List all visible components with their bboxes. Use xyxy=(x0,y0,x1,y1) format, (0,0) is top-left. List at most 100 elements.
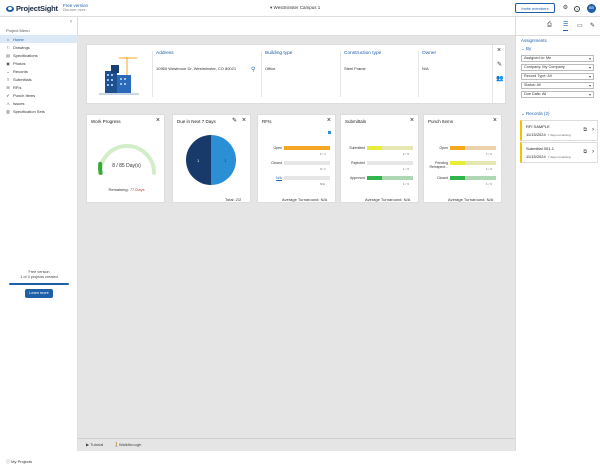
sidebar-item-punch-items[interactable]: ✔ Punch Items xyxy=(0,92,78,100)
external-link-icon[interactable]: ⧉ xyxy=(583,149,587,155)
chevron-down-icon: ⌄ xyxy=(521,46,525,51)
sidebar-item-rfis[interactable]: ✉ RFIs xyxy=(0,84,78,92)
record-note: 7 days remaining xyxy=(547,155,571,159)
print-icon[interactable]: ⎙ xyxy=(547,22,552,28)
status-bar-remainder xyxy=(382,146,413,150)
record-date: 11/15/2024 xyxy=(526,132,546,137)
status-bar-track xyxy=(367,176,413,180)
pie-slice-left[interactable] xyxy=(186,135,211,185)
filter-company[interactable]: Company: My Company xyxy=(521,64,594,71)
status-label: Open xyxy=(439,146,448,150)
sidebar-item-label: Photos xyxy=(13,60,26,66)
remaining-value: 77 Days xyxy=(129,187,145,192)
sidebar-item-drawings[interactable]: ⚐ Drawings xyxy=(0,43,78,51)
close-icon[interactable]: × xyxy=(326,117,331,124)
status-bar-track xyxy=(284,161,330,165)
record-name: RFI SAMPLE xyxy=(526,124,550,129)
filter-assigned-to[interactable]: Assigned to: Me xyxy=(521,55,594,62)
walkthrough-link[interactable]: 🚶Walkthrough xyxy=(114,442,141,447)
pie-slice-right[interactable] xyxy=(211,135,236,185)
collapse-sidebar-icon[interactable]: ‹ xyxy=(70,19,72,25)
status-bar-fill[interactable] xyxy=(450,146,466,150)
status-bar-fill[interactable] xyxy=(450,176,466,180)
upgrade-title: Free version xyxy=(28,270,50,274)
team-icon[interactable]: 👥 xyxy=(496,76,504,82)
status-bar-track xyxy=(284,176,330,180)
tutorial-link[interactable]: ▶ Tutorial xyxy=(86,442,103,447)
average-turnaround: Average Turnaround: N/A xyxy=(448,197,494,202)
sidebar-item-specifications[interactable]: ▤ Specifications xyxy=(0,51,78,59)
projects-usage-bar xyxy=(9,283,69,285)
close-icon[interactable]: × xyxy=(409,117,414,124)
external-link-icon[interactable]: ⧉ xyxy=(583,127,587,133)
by-label: By xyxy=(526,46,532,51)
widget-title: Work Progress xyxy=(91,119,121,124)
edit-pencil-icon[interactable]: ✎ xyxy=(497,62,503,68)
dashboard-icon[interactable]: ▭ xyxy=(577,23,583,29)
by-toggle[interactable]: ⌄ By xyxy=(521,46,531,52)
avatar[interactable]: BB xyxy=(587,4,596,13)
sidebar-item-label: Specifications xyxy=(13,52,38,58)
edit-pencil-icon[interactable]: ✎ xyxy=(231,118,237,124)
records-toggle[interactable]: ⌄ Records (2) xyxy=(521,111,550,117)
close-icon[interactable]: × xyxy=(155,117,160,124)
filter-record-type[interactable]: Record Type: All xyxy=(521,73,594,80)
help-icon[interactable]: ? xyxy=(574,5,580,12)
video-icon: ▶ xyxy=(86,442,90,447)
status-bar-fill[interactable] xyxy=(367,146,383,150)
assignments-title: Assignments xyxy=(521,38,547,43)
edit-layout-icon[interactable]: ✎ xyxy=(590,23,596,29)
drawings-icon: ⚐ xyxy=(6,44,10,50)
tutorial-label: Tutorial xyxy=(90,442,104,447)
status-label[interactable]: N/A xyxy=(276,176,282,180)
list-icon[interactable]: ☰ xyxy=(563,21,569,31)
status-bar-fill[interactable] xyxy=(284,146,330,150)
filter-status[interactable]: Status: All xyxy=(521,82,594,89)
chevron-right-icon[interactable]: › xyxy=(592,149,594,155)
status-bar-fill[interactable] xyxy=(367,176,383,180)
status-bar-fill[interactable] xyxy=(450,161,466,165)
logo[interactable]: ProjectSight xyxy=(6,4,58,13)
close-icon[interactable]: × xyxy=(497,47,502,54)
sidebar-item-issues[interactable]: ⚠ Issues xyxy=(0,100,78,108)
main-area: Address 10960 Westmoor Dr, Westminster, … xyxy=(78,17,515,451)
free-version[interactable]: Free version Discover more xyxy=(63,3,88,13)
project-info-card: Address 10960 Westmoor Dr, Westminster, … xyxy=(86,44,506,104)
invite-members-button[interactable]: Invite members xyxy=(515,3,555,13)
due-total: Total: 2/2 xyxy=(225,197,242,202)
address-label: Address xyxy=(156,51,174,56)
sidebar-item-records[interactable]: ⌄ Records xyxy=(0,67,78,75)
record-name: Submittal 001-1 xyxy=(526,146,555,151)
project-selector[interactable]: ▾ Westminster Campus 1 xyxy=(270,5,320,11)
record-date: 11/15/2024 xyxy=(526,154,546,159)
status-bar-remainder xyxy=(382,176,413,180)
status-label: Closed xyxy=(437,176,448,180)
sidebar-item-submittals[interactable]: ⇪ Submittals xyxy=(0,75,78,83)
building-type-field: Building type Office xyxy=(265,51,292,71)
sidebar-item-home[interactable]: ⌂ Home xyxy=(0,35,78,44)
learn-more-button[interactable]: Learn more xyxy=(25,289,53,298)
free-version-label: Free version xyxy=(63,3,89,8)
home-icon: ⌂ xyxy=(6,36,10,42)
filter-due-date[interactable]: Due Date: All xyxy=(521,91,594,98)
close-icon[interactable]: × xyxy=(241,117,246,124)
close-icon[interactable]: × xyxy=(492,117,497,124)
status-bar-track xyxy=(367,161,413,165)
rfis-widget: RFIs × Average Turnaround: N/A Open 1 / 1… xyxy=(257,114,336,203)
remaining-label: Remaining: xyxy=(108,187,129,192)
map-pin-icon[interactable]: ⚲ xyxy=(251,67,256,73)
submittals-icon: ⇪ xyxy=(6,77,10,83)
record-item[interactable]: Submittal 001-1 11/15/2024 7 days remaini… xyxy=(520,142,598,163)
sidebar-item-specification-sets[interactable]: ▥ Specification Sets xyxy=(0,108,78,116)
record-item[interactable]: RFI SAMPLE 11/15/2024 7 days remaining ⧉ … xyxy=(520,120,598,141)
divider xyxy=(492,45,493,103)
upgrade-count: 1 of 4 projects created xyxy=(20,275,58,279)
gear-icon[interactable]: ⚙ xyxy=(562,5,569,11)
chevron-right-icon[interactable]: › xyxy=(592,127,594,133)
divider xyxy=(340,51,341,97)
walkthrough-label: Walkthrough xyxy=(118,442,142,447)
sidebar-item-photos[interactable]: ▣ Photos xyxy=(0,59,78,67)
my-projects-link[interactable]: ⓘ My Projects xyxy=(6,459,32,465)
assignments-panel: ⎙ ☰ ▭ ✎ Assignments ⌄ By Assigned to: Me… xyxy=(515,17,600,451)
due-pie-chart[interactable] xyxy=(185,134,237,186)
